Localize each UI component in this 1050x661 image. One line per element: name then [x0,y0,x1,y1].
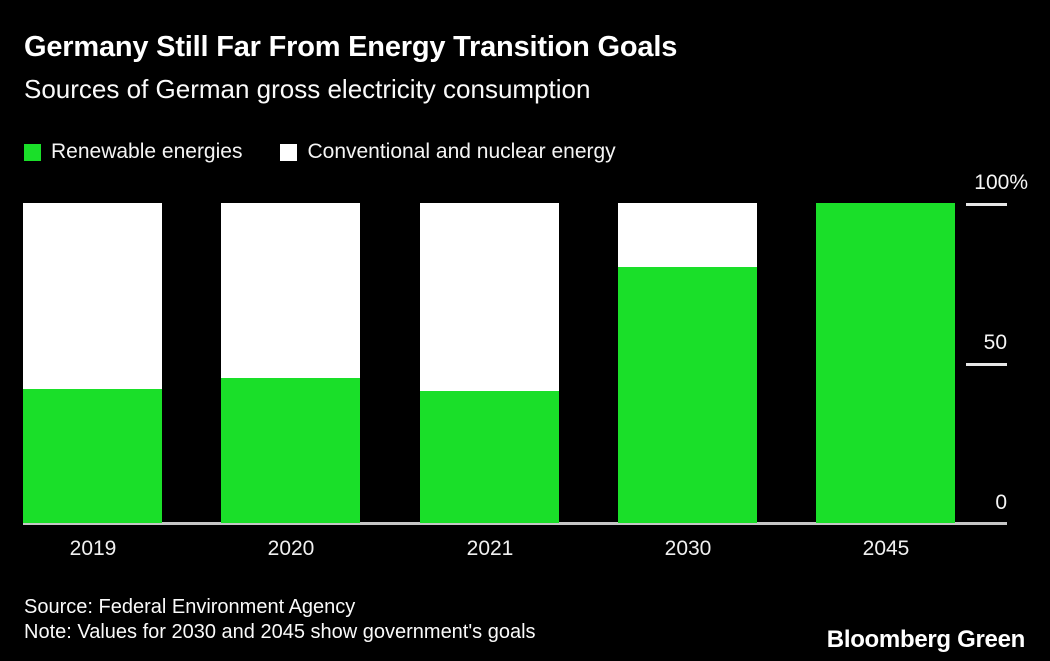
bloomberg-green-logo: Bloomberg Green [826,626,1026,653]
chart-note: Note: Values for 2030 and 2045 show gove… [24,621,536,643]
legend-item-conventional: Conventional and nuclear energy [280,140,616,164]
chart-subtitle: Sources of German gross electricity cons… [24,74,591,104]
x-axis-baseline [23,522,1007,525]
legend-label: Conventional and nuclear energy [307,140,616,163]
legend-label: Renewable energies [51,140,243,163]
source-note: Source: Federal Environment Agency [24,596,356,618]
bar-2021-renewable [420,391,559,523]
bar-2021-conventional [420,203,559,391]
legend-swatch-icon [24,143,41,161]
x-axis-label-2019: 2019 [69,537,117,560]
chart-title: Germany Still Far From Energy Transition… [24,31,678,63]
bar-2020-conventional [221,203,360,378]
bar-2030-conventional [618,203,757,267]
x-axis-label-2020: 2020 [267,537,315,560]
bar-2019-conventional [23,203,162,389]
y-axis-tick-100 [966,203,1007,206]
y-axis-label-0: 0 [995,491,1007,514]
bar-2045-renewable [816,203,955,523]
legend-item-renewable: Renewable energies [24,140,242,164]
x-axis-label-2030: 2030 [664,537,712,560]
bar-2019-renewable [23,389,162,523]
y-axis-tick-50 [966,363,1007,366]
x-axis-label-2045: 2045 [862,537,910,560]
bar-2020-renewable [221,378,360,523]
bar-2030-renewable [618,267,757,523]
x-axis-label-2021: 2021 [466,537,514,560]
legend-swatch-icon [280,143,298,161]
y-axis-label-100: 100% [974,171,1028,194]
legend: Renewable energies Conventional and nucle… [24,140,616,164]
y-axis-label-50: 50 [983,331,1007,354]
